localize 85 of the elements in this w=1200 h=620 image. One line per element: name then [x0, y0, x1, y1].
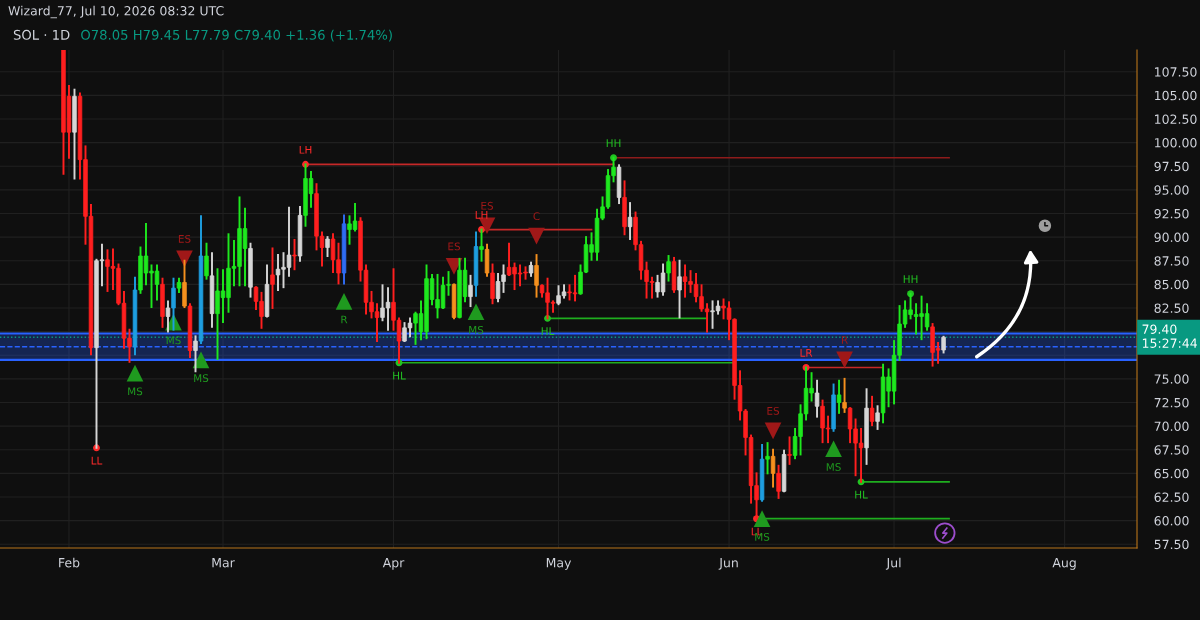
data-label: MS	[128, 387, 143, 396]
candlestick	[814, 379, 820, 418]
chart-subtitle: O78.05 H79.45 L77.79 C79.40 +1.36 (+1.74%)	[81, 29, 392, 42]
candlestick	[534, 254, 539, 298]
data-label: C	[533, 212, 540, 221]
text: Wizard_77, Jul 10, 2026 08:32 UTC	[8, 5, 224, 19]
y-tick-label: 105.00	[1155, 90, 1197, 101]
chart-title: SOL · 1D	[13, 29, 70, 40]
x-tick-label: Aug	[1052, 558, 1076, 570]
y-tick-label: 57.50	[1154, 539, 1189, 550]
candlestick	[270, 247, 275, 309]
y-tick-label: 65.00	[1154, 468, 1189, 479]
point	[478, 217, 496, 235]
data-label: HL	[855, 490, 868, 499]
candlestick	[325, 236, 330, 257]
data-label: R	[841, 336, 848, 344]
candlestick	[875, 405, 880, 430]
candlestick	[479, 228, 484, 262]
point	[335, 293, 353, 310]
candlestick	[677, 259, 682, 319]
candlestick	[836, 379, 842, 414]
y-tick-label: 70.00	[1154, 421, 1189, 432]
candlestick	[787, 436, 792, 465]
point	[126, 364, 144, 382]
point	[192, 351, 210, 369]
data-label: ES	[448, 242, 461, 251]
candlestick	[666, 255, 671, 282]
data-label: ES	[481, 201, 494, 210]
candlestick	[171, 277, 176, 331]
point	[467, 303, 485, 321]
y-tick-label: 67.50	[1154, 445, 1189, 455]
candlestick	[842, 377, 847, 413]
data-label: MS	[194, 374, 209, 383]
candlestick	[765, 442, 770, 475]
candlestick	[165, 300, 171, 333]
y-tick-label: 60.00	[1154, 516, 1189, 526]
x-tick-label: Mar	[212, 558, 235, 568]
candlestick	[484, 243, 490, 277]
data-label: MS	[826, 462, 841, 471]
x-tick-label: Feb	[59, 557, 80, 568]
y-tick-label: 95.00	[1154, 185, 1189, 195]
data-label: LH	[475, 211, 488, 219]
x-tick-label: Jun	[718, 558, 738, 570]
data-label: HH	[606, 139, 621, 147]
data-label: ES	[767, 406, 780, 415]
y-tick-label: 92.50	[1154, 208, 1189, 219]
point	[753, 510, 771, 528]
y-tick-label: 72.50	[1154, 397, 1189, 408]
point	[836, 351, 853, 369]
y-tick-label: 87.50	[1154, 256, 1189, 266]
y-tick-label: 75.00	[1154, 374, 1189, 384]
candlestick	[627, 202, 633, 240]
data-label: HH	[903, 275, 918, 283]
candlestick	[468, 274, 473, 308]
data-label: HL	[393, 371, 406, 380]
point	[528, 227, 545, 245]
data-label: ES	[178, 234, 191, 243]
y-tick-label: 100.00	[1155, 138, 1197, 148]
candlestick	[204, 242, 209, 280]
ref-line-label: 79.40 15:27:44	[1142, 324, 1197, 348]
x-tick-label: Jul	[885, 557, 901, 570]
candlestick	[182, 259, 187, 308]
candlestick	[292, 238, 297, 271]
y-tick-label: 62.50	[1154, 492, 1189, 502]
data-label: R	[341, 315, 348, 324]
y-tick-label: 107.50	[1155, 67, 1197, 77]
point	[825, 440, 842, 458]
point	[764, 422, 782, 440]
data-label: MS	[166, 336, 181, 345]
x-tick-label: Apr	[382, 558, 405, 570]
candlestick	[193, 335, 198, 373]
y-tick-label: 97.50	[1154, 161, 1189, 172]
y-tick-label: 82.50	[1154, 303, 1189, 313]
x-tick-label: May	[546, 558, 572, 570]
data-label: LH	[299, 145, 312, 154]
data-label: LL	[91, 456, 103, 465]
candlestick	[776, 464, 781, 499]
point	[176, 250, 193, 268]
point	[445, 258, 463, 275]
data-label: LR	[800, 349, 813, 357]
candlestick	[770, 448, 776, 488]
y-tick-label: 102.50	[1155, 114, 1197, 124]
y-tick-label: 85.00	[1154, 279, 1189, 290]
candlestick	[869, 395, 875, 427]
y-tick-label: 90.00	[1154, 232, 1189, 243]
